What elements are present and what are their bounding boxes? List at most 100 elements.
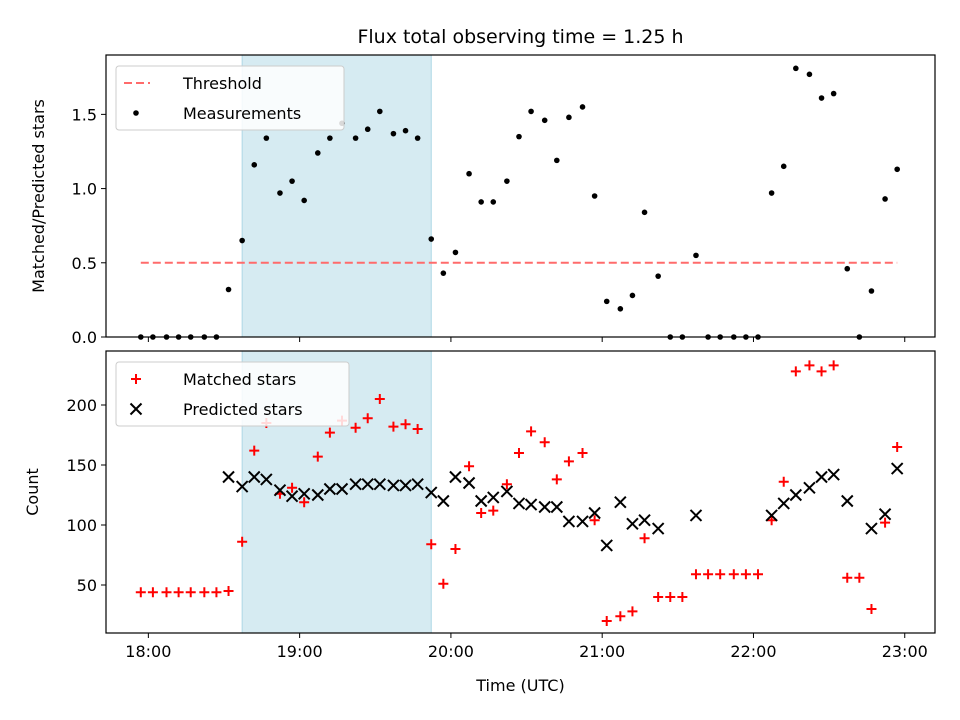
predicted-star-point — [260, 473, 273, 486]
predicted-star-point — [638, 513, 651, 527]
matched-star-point — [828, 360, 839, 371]
matched-star-point — [513, 448, 524, 458]
matched-star-point — [501, 479, 512, 490]
matched-star-point — [223, 586, 234, 596]
measurement-point — [617, 306, 624, 312]
axes-frame — [105, 350, 936, 634]
measurement-point — [693, 252, 699, 259]
measurement-point — [894, 166, 900, 173]
matched-star-point — [703, 569, 714, 580]
measurement-point — [490, 199, 497, 205]
measurement-point — [868, 288, 875, 294]
predicted-star-point — [273, 483, 287, 497]
measurement-point — [251, 162, 258, 168]
matched-star-point — [665, 592, 676, 602]
matched-star-point — [287, 482, 298, 493]
x-tick-label: 22:00 — [730, 642, 776, 661]
matched-star-point — [161, 587, 172, 598]
matched-star-point — [589, 515, 600, 526]
matched-star-point — [753, 569, 764, 580]
legend-label: Predicted stars — [183, 400, 303, 419]
y-tick-label: 0.0 — [72, 328, 97, 347]
predicted-star-point — [538, 500, 551, 514]
y-tick-label: 1.5 — [72, 105, 97, 124]
matched-star-point — [438, 578, 449, 589]
predicted-star-point — [614, 495, 627, 509]
measurement-point — [327, 135, 333, 141]
legend-box — [115, 65, 345, 131]
predicted-star-point — [588, 506, 601, 520]
y-tick-label: 50 — [77, 576, 97, 595]
measurement-point — [566, 114, 572, 121]
top-panel: Flux total observing time = 1.25 h 0.00.… — [29, 26, 936, 347]
measurement-point — [377, 108, 383, 115]
predicted-star-point — [815, 470, 828, 484]
matched-star-point — [324, 427, 335, 438]
matched-star-point — [677, 592, 688, 602]
matched-star-point — [615, 611, 626, 622]
measurement-point — [289, 178, 295, 184]
matched-star-point — [715, 569, 726, 580]
predicted-star-point — [311, 488, 324, 502]
measurement-point — [844, 265, 851, 272]
measurement-point — [641, 209, 648, 216]
measurement-point — [882, 196, 888, 202]
legend-label: Threshold — [182, 74, 262, 93]
predicted-star-point — [512, 497, 526, 510]
matched-star-point — [476, 508, 487, 518]
predicted-star-point — [248, 470, 261, 484]
predicted-star-point — [411, 477, 424, 491]
measurement-point — [402, 127, 409, 134]
legend-label: Matched stars — [183, 370, 296, 389]
matched-star-point — [211, 587, 222, 598]
matched-star-point — [388, 421, 399, 432]
matched-star-point — [249, 445, 260, 456]
predicted-star-point — [600, 539, 613, 552]
predicted-star-point — [437, 494, 450, 508]
measurement-point — [277, 190, 283, 196]
x-tick-label: 18:00 — [125, 642, 171, 661]
predicted-star-point — [865, 522, 878, 535]
measurement-point — [239, 237, 245, 244]
x-axis-label: Time (UTC) — [475, 676, 564, 695]
measurement-point — [818, 95, 825, 101]
predicted-star-point — [222, 470, 235, 484]
matched-star-point — [740, 569, 751, 580]
measurement-point — [414, 135, 421, 141]
measurement-point — [780, 163, 787, 170]
matched-star-point — [639, 533, 650, 544]
measurement-point — [263, 135, 270, 141]
y-tick-label: 1.0 — [72, 180, 97, 199]
matched-star-point — [539, 437, 550, 448]
predicted-star-point — [235, 480, 249, 493]
predicted-star-point — [349, 477, 362, 491]
measurement-point — [428, 236, 435, 242]
matched-star-point — [312, 451, 323, 462]
measurement-point — [225, 286, 232, 293]
matched-star-point — [601, 616, 612, 626]
measurement-point — [579, 104, 586, 110]
legend: Threshold Measurements — [115, 65, 345, 131]
matched-star-point — [577, 448, 588, 458]
measurement-point — [591, 193, 598, 199]
measurement-point — [768, 190, 775, 196]
predicted-star-point — [827, 468, 840, 481]
predicted-star-point — [487, 491, 500, 504]
predicted-star-point — [373, 477, 387, 491]
y-tick-label: 100 — [66, 516, 97, 535]
measurement-point — [352, 135, 359, 141]
matched-star-point — [816, 366, 827, 377]
measurement-point — [466, 170, 472, 177]
matched-star-point — [653, 592, 664, 602]
matched-star-point — [790, 366, 801, 377]
legend-label: Measurements — [183, 104, 301, 123]
measurement-point — [554, 157, 560, 164]
predicted-star-point — [890, 462, 904, 475]
matched-star-point — [627, 606, 638, 617]
predicted-star-point — [651, 522, 665, 535]
predicted-star-point — [323, 482, 337, 496]
matched-star-point — [299, 497, 310, 508]
matched-star-point — [400, 419, 411, 430]
x-tick-label: 19:00 — [277, 642, 323, 661]
y-axis-ticks: 0.0 0.5 1.0 1.5 — [72, 105, 106, 347]
